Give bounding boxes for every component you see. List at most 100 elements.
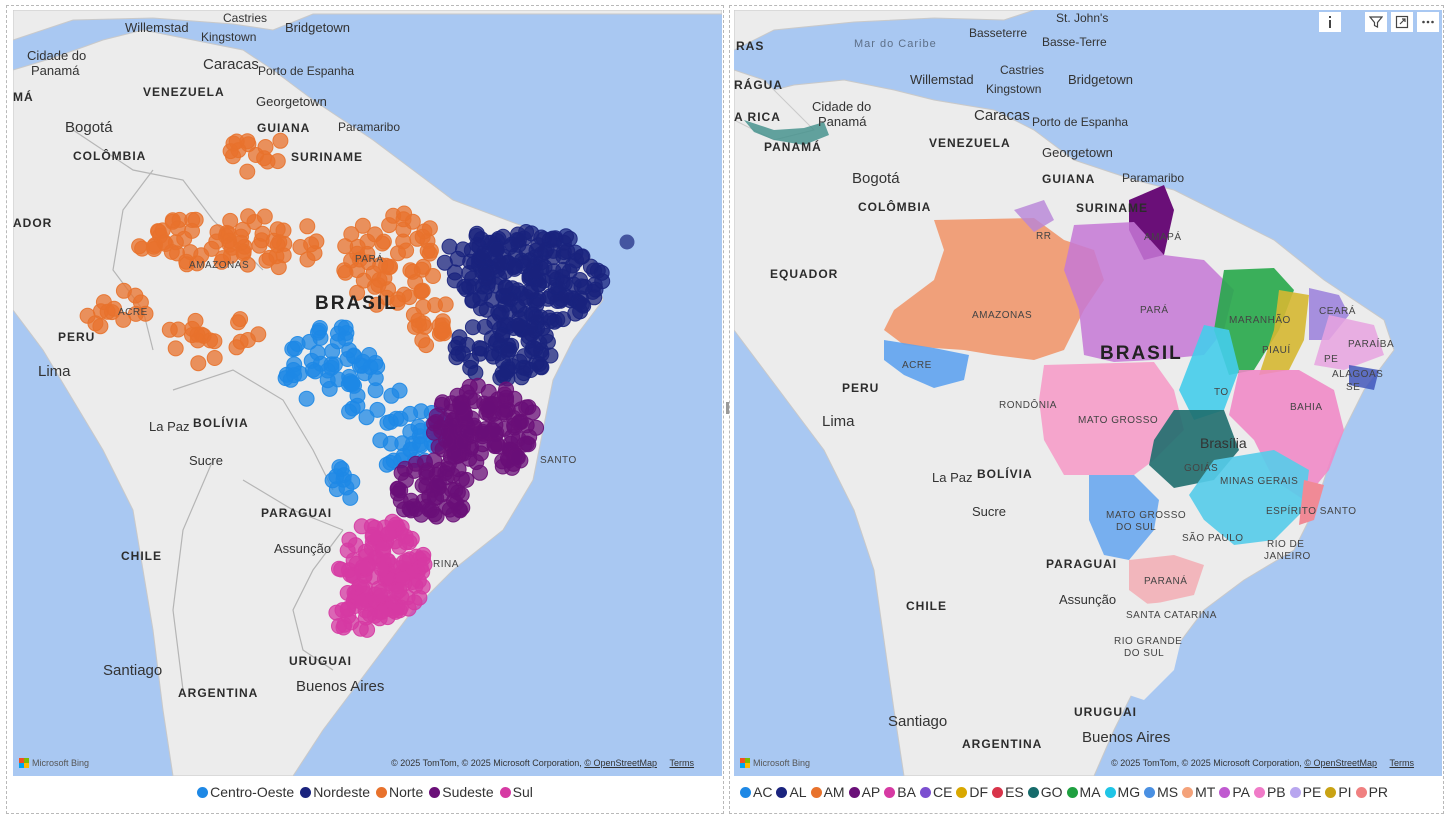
bubble[interactable]: [346, 377, 362, 394]
legend-item[interactable]: PA: [1219, 784, 1250, 800]
bubble[interactable]: [272, 132, 289, 149]
bubble[interactable]: [496, 386, 513, 403]
bubble[interactable]: [542, 347, 559, 364]
bubble[interactable]: [575, 297, 592, 314]
legend-item[interactable]: AP: [848, 784, 880, 800]
bubble[interactable]: [301, 333, 318, 350]
bubble[interactable]: [459, 336, 475, 353]
bubble[interactable]: [390, 245, 406, 262]
bubble[interactable]: [349, 245, 366, 262]
bubble[interactable]: [467, 364, 484, 381]
bubble[interactable]: [354, 594, 370, 611]
bubble[interactable]: [574, 248, 591, 265]
more-options-icon[interactable]: [1417, 12, 1439, 32]
bubble[interactable]: [381, 217, 398, 234]
bubble[interactable]: [509, 449, 526, 466]
bubble[interactable]: [402, 441, 419, 458]
openstreetmap-link[interactable]: © OpenStreetMap: [1304, 758, 1377, 768]
bubble[interactable]: [498, 402, 514, 418]
terms-link[interactable]: Terms: [669, 758, 695, 768]
bubble[interactable]: [402, 405, 419, 422]
bubble[interactable]: [364, 526, 381, 543]
bubble[interactable]: [250, 326, 267, 343]
bubble[interactable]: [251, 237, 268, 254]
legend-item[interactable]: AC: [740, 784, 772, 800]
bubble[interactable]: [421, 220, 438, 237]
bubble[interactable]: [323, 356, 340, 373]
legend-item[interactable]: Sul: [499, 784, 533, 800]
bubble[interactable]: [527, 264, 544, 281]
bubble[interactable]: [446, 272, 463, 289]
bubble[interactable]: [92, 303, 109, 320]
bubble[interactable]: [361, 347, 378, 363]
bubble[interactable]: [474, 423, 491, 440]
bubble[interactable]: [354, 217, 371, 234]
bubble[interactable]: [357, 609, 374, 626]
bubble[interactable]: [505, 259, 522, 276]
legend-item[interactable]: PE: [1289, 784, 1321, 800]
bubble[interactable]: [487, 438, 503, 455]
bubble[interactable]: [333, 461, 350, 477]
bubble[interactable]: [418, 464, 435, 481]
bubble[interactable]: [452, 400, 469, 417]
openstreetmap-link[interactable]: © OpenStreetMap: [584, 758, 657, 768]
bubble[interactable]: [303, 236, 320, 253]
bubble[interactable]: [395, 554, 412, 571]
bubble[interactable]: [343, 614, 360, 631]
bubble[interactable]: [383, 387, 400, 404]
bubble[interactable]: [500, 344, 516, 361]
bubble[interactable]: [341, 403, 358, 420]
bubble[interactable]: [494, 458, 511, 475]
bubble[interactable]: [426, 452, 443, 469]
state-filled-map-visual[interactable]: RAS Mar do Caribe Basseterre Basse-Terre…: [729, 5, 1444, 814]
bubble[interactable]: [299, 251, 316, 268]
bubble[interactable]: [586, 289, 603, 306]
bubble[interactable]: [416, 318, 433, 335]
bubble[interactable]: [345, 347, 362, 364]
bubble[interactable]: [373, 583, 390, 600]
map-canvas[interactable]: Willemstad Castries Bridgetown Kingstown…: [13, 10, 722, 776]
bubble[interactable]: [485, 348, 502, 365]
bubble[interactable]: [556, 275, 573, 292]
bubble[interactable]: [259, 153, 276, 170]
bubble[interactable]: [239, 133, 256, 150]
bubble[interactable]: [261, 249, 278, 266]
legend-item[interactable]: ES: [992, 784, 1024, 800]
bubble[interactable]: [161, 321, 178, 338]
bubble[interactable]: [436, 325, 452, 342]
bubble[interactable]: [448, 349, 465, 366]
bubble[interactable]: [380, 525, 397, 542]
bubble[interactable]: [358, 409, 375, 426]
bubble[interactable]: [464, 319, 481, 336]
bubble[interactable]: [510, 232, 527, 249]
bubble[interactable]: [390, 481, 407, 497]
bubble[interactable]: [493, 328, 510, 344]
bubble[interactable]: [370, 277, 387, 294]
bubble[interactable]: [150, 223, 166, 240]
bubble[interactable]: [232, 333, 249, 350]
bubble[interactable]: [497, 279, 514, 296]
bubble[interactable]: [447, 482, 464, 499]
bubble[interactable]: [549, 311, 566, 328]
bubble[interactable]: [187, 312, 204, 329]
bubble[interactable]: [190, 355, 207, 372]
legend-item[interactable]: MS: [1144, 784, 1178, 800]
focus-mode-icon[interactable]: [1391, 12, 1413, 32]
bubble[interactable]: [311, 320, 328, 336]
terms-link[interactable]: Terms: [1389, 758, 1415, 768]
bubble[interactable]: [171, 211, 188, 228]
legend-item[interactable]: AM: [810, 784, 845, 800]
filled-map-canvas[interactable]: RAS Mar do Caribe Basseterre Basse-Terre…: [734, 10, 1442, 776]
bubble[interactable]: [369, 401, 386, 418]
bubble[interactable]: [545, 263, 562, 280]
legend-item[interactable]: PR: [1355, 784, 1388, 800]
bubble[interactable]: [189, 326, 206, 343]
bubble[interactable]: [127, 287, 144, 304]
bubble[interactable]: [257, 139, 274, 155]
bubble[interactable]: [545, 242, 562, 259]
bubble[interactable]: [239, 256, 256, 273]
bubble[interactable]: [522, 282, 539, 299]
bubble[interactable]: [385, 452, 402, 469]
bubble[interactable]: [619, 234, 635, 250]
bubble[interactable]: [349, 284, 366, 301]
